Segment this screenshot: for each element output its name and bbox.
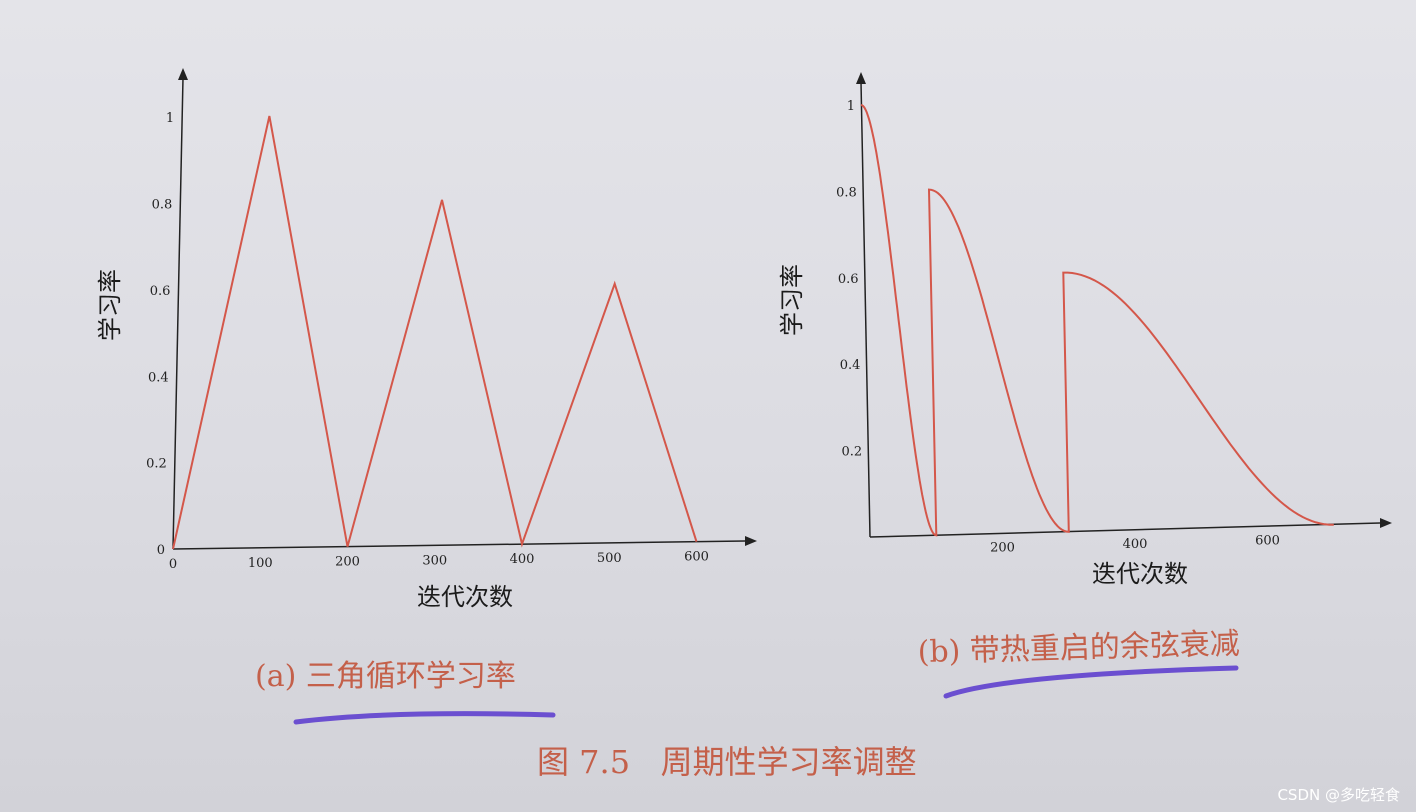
chart-a-x-tick-label: 300 [422,553,447,568]
chart-a-y-tick-label: 1 [166,111,174,126]
chart-a-x-tick-label: 400 [510,552,535,567]
chart-a-x-axis [172,540,746,550]
chart-a-x-tick-label: 600 [684,550,709,565]
chart-b-y-tick-label: 0.6 [838,272,859,287]
chart-b-x-ticks: 200 400 600 [990,534,1280,556]
chart-b-y-axis [860,81,871,538]
watermark: CSDN @多吃轻食 [1277,786,1400,804]
chart-b-caption: (b) 带热重启的余弦衰减 [917,627,1240,670]
chart-a-y-ticks: 0 0.2 0.4 0.6 0.8 1 [146,111,174,558]
chart-a-y-tick-label: 0.2 [146,457,167,472]
chart-b-caption-underline [943,665,1239,699]
chart-a-x-axis-title: 迭代次数 [417,583,513,611]
chart-a-x-tick-label: 0 [169,557,177,572]
chart-b-y-tick-label: 0.8 [836,185,857,200]
chart-a-y-axis-title: 学习率 [96,269,124,341]
chart-a-caption: (a) 三角循环学习率 [255,659,516,694]
chart-a-x-ticks: 0 100 200 300 400 500 600 [169,550,709,572]
chart-b-series-line [860,104,1334,537]
chart-b-y-ticks: 0.2 0.4 0.6 0.8 1 [836,99,862,460]
chart-b-x-axis [869,522,1381,538]
chart-a-x-tick-label: 100 [248,556,273,571]
chart-a-y-arrow [178,68,188,80]
chart-a-y-tick-label: 0.8 [152,198,173,213]
chart-b-x-tick-label: 400 [1123,537,1148,552]
chart-a-x-arrow [745,536,757,546]
chart-b-y-tick-label: 0.4 [840,358,861,373]
chart-b-x-tick-label: 200 [990,541,1015,556]
chart-a-caption-underline [293,711,556,725]
chart-b-y-axis-title: 学习率 [778,264,806,336]
chart-b-y-arrow [856,72,866,84]
chart-a-y-tick-label: 0 [157,543,165,558]
chart-a-series-line [172,115,698,550]
chart-a-x-tick-label: 500 [597,551,622,566]
chart-a-y-axis [172,77,184,550]
chart-b-x-axis-title: 迭代次数 [1092,560,1188,588]
chart-b-x-tick-label: 600 [1255,534,1280,549]
chart-a-x-tick-label: 200 [335,555,360,570]
chart-b-y-tick-label: 1 [847,99,855,114]
figure-caption: 图 7.5 周期性学习率调整 [537,743,917,781]
chart-b-y-tick-label: 0.2 [842,445,863,460]
chart-a-y-tick-label: 0.4 [148,370,169,385]
chart-a: 0 100 200 300 400 500 600 00.20.40.60.81 迭代次数 … [96,68,757,611]
chart-b: 200 400 600 0.2 0.4 0.6 0.8 1 迭代次数 学习率 [778,72,1392,588]
chart-b-x-arrow [1380,518,1392,528]
chart-a-y-tick-label: 0.6 [150,284,171,299]
